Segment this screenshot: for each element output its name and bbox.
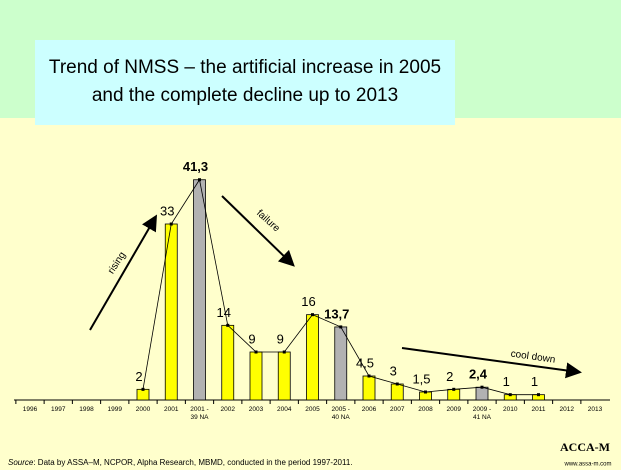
source-text: : Data by ASSA–M, NCPOR, Alpha Research,… — [33, 458, 352, 467]
marker — [424, 390, 427, 394]
marker — [339, 325, 343, 329]
x-tick-label: 2005 — [305, 406, 320, 413]
bar — [277, 351, 291, 401]
arrow — [89, 214, 158, 331]
value-label: 9 — [277, 331, 284, 346]
bar — [447, 388, 461, 401]
marker — [282, 350, 286, 354]
source-label: Source — [8, 458, 34, 467]
annotation: rising — [106, 250, 128, 276]
value-label: 41,3 — [183, 159, 208, 174]
value-label: 2,4 — [469, 367, 488, 382]
chart-title: Trend of NMSS – the artificial increase … — [49, 57, 441, 106]
value-label: 1 — [503, 374, 510, 389]
x-tick-label: 2013 — [587, 406, 603, 413]
x-tick-label: 2007 — [390, 406, 405, 413]
website: www.assa-m.com — [563, 462, 611, 468]
bar — [193, 179, 206, 401]
x-tick-label: 2000 — [135, 406, 151, 413]
value-label: 13,7 — [324, 306, 349, 321]
x-tick-label: 2001 - 39 NA — [190, 406, 209, 421]
marker — [311, 313, 314, 317]
value-label: 4,5 — [356, 355, 374, 370]
bar — [475, 386, 489, 401]
x-tick-label: 2009 — [446, 406, 461, 413]
x-tick-label: 2002 — [220, 406, 235, 413]
value-label: 1 — [531, 374, 538, 389]
x-tick-label: 2004 — [277, 406, 292, 413]
x-tick-label: 1998 — [79, 406, 94, 413]
x-tick-label: 1996 — [22, 406, 38, 413]
marker — [198, 178, 201, 182]
marker — [254, 350, 258, 354]
value-label: 2 — [446, 369, 453, 384]
title-box — [35, 40, 455, 125]
bar — [390, 383, 404, 401]
marker — [508, 393, 512, 397]
x-tick-label: 1997 — [51, 406, 66, 413]
marker — [480, 385, 484, 389]
value-label: 2 — [135, 369, 142, 384]
bar — [249, 351, 263, 401]
value-label: 16 — [301, 294, 315, 309]
x-tick-label: 2009 - 41 NA — [472, 406, 492, 421]
marker — [537, 393, 540, 397]
x-tick-label: 2008 — [418, 406, 433, 413]
bar — [306, 314, 319, 401]
arrow — [401, 347, 582, 379]
marker — [141, 387, 145, 391]
bar — [362, 375, 376, 401]
bar — [221, 324, 235, 401]
value-label: 3 — [390, 363, 397, 378]
x-tick-label: 2011 — [531, 406, 546, 413]
bar — [334, 326, 348, 401]
arrow — [221, 195, 295, 267]
marker — [452, 387, 456, 391]
value-label: 1,5 — [412, 371, 430, 386]
x-tick-label: 2001 — [164, 406, 179, 413]
value-label: 9 — [248, 331, 255, 346]
value-label: 33 — [160, 203, 174, 218]
x-tick-label: 2012 — [559, 406, 574, 413]
source: Source: Data by ASSA–M, NCPOR, Alpha Res… — [8, 458, 353, 467]
x-tick-label: 2003 — [248, 406, 264, 413]
x-tick-label: 2006 — [361, 406, 377, 413]
logo: ACCA-M — [560, 440, 610, 454]
value-label: 14 — [217, 305, 231, 320]
x-tick-label: 2010 — [503, 406, 518, 413]
marker — [367, 374, 371, 378]
x-tick-label: 1999 — [107, 406, 122, 413]
marker — [226, 323, 230, 327]
bar — [136, 388, 150, 401]
marker — [395, 382, 399, 386]
marker — [169, 222, 173, 226]
x-tick-label: 2005 - 40 NA — [331, 406, 350, 421]
